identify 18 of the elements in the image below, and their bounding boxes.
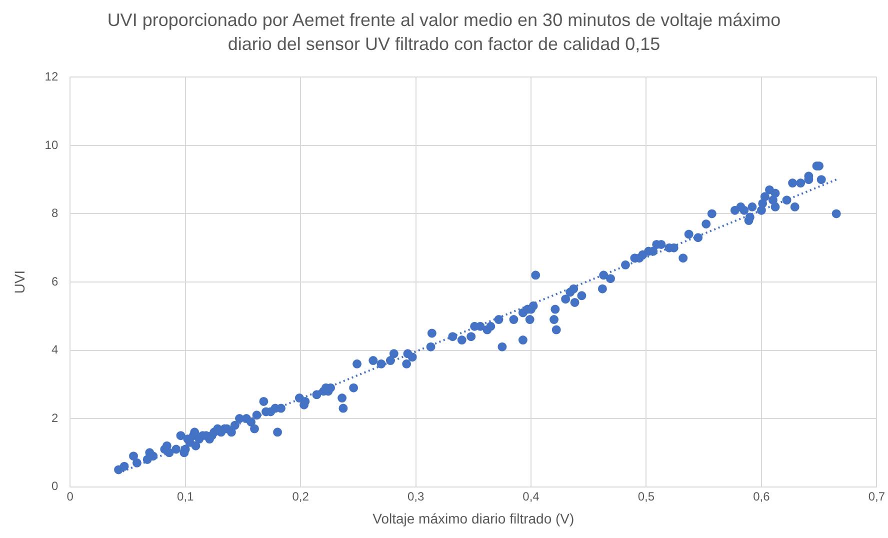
x-tick-label: 0,4 xyxy=(522,489,540,504)
y-tick-label: 10 xyxy=(44,138,58,152)
x-tick-label: 0,7 xyxy=(868,489,886,504)
x-axis-title: Voltaje máximo diario filtrado (V) xyxy=(372,510,574,526)
y-tick-label: 12 xyxy=(44,70,58,84)
y-tick-label: 2 xyxy=(51,410,58,425)
y-tick-label: 6 xyxy=(51,274,58,288)
y-tick-label: 0 xyxy=(51,479,58,494)
x-tick-label: 0 xyxy=(66,489,74,504)
x-tick-label: 0,3 xyxy=(407,489,424,504)
y-tick-label: 8 xyxy=(51,206,58,220)
x-tick-label: 0,5 xyxy=(638,489,655,504)
x-tick-label: 0,2 xyxy=(292,489,310,504)
y-axis-title: UVI xyxy=(11,270,28,294)
x-tick-label: 0,6 xyxy=(753,489,770,504)
chart-title: UVI proporcionado por Aemet frente al valor medio en 30 minutos de voltaje máximo diario del sensor UV filtrado con factor de calidad 0,15 xyxy=(106,9,782,56)
y-tick-label: 4 xyxy=(51,342,58,357)
x-tick-label: 0,1 xyxy=(177,489,194,504)
